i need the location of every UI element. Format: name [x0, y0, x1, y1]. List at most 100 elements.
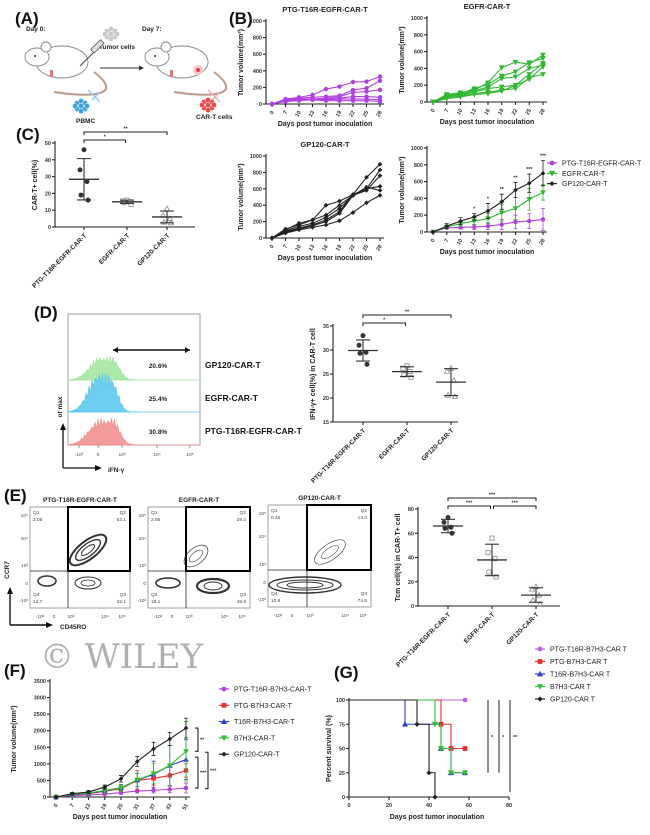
category-label: PTG-T16R-EGFR-CAR-T: [395, 611, 452, 668]
y-tick-label: 600: [414, 180, 423, 186]
x-tick-label: 10⁴: [221, 614, 228, 620]
data-point: [408, 374, 414, 380]
pbmc-icon: [72, 98, 90, 114]
sd-bar: [160, 210, 174, 224]
data-point: [512, 206, 519, 212]
legend-item: B7H3-CAR-T: [219, 735, 276, 742]
chart-1: 0 200 400 600 800 1000 Tumor volume(mm³) 0 7 10 13…: [399, 2, 547, 126]
data-point: [485, 223, 491, 229]
x-tick-label: 10³: [307, 613, 314, 619]
data-point: [364, 79, 369, 84]
data-point: [536, 600, 544, 607]
quadrant-value: 14.0: [358, 515, 368, 521]
legend-marker: [221, 686, 227, 692]
mouse-eye: [34, 55, 36, 57]
mouse-ear: [160, 41, 172, 53]
legend-item: PTG-B7H3-CAR T: [535, 659, 608, 666]
arrowhead-icons: [60, 423, 102, 471]
legend-marker: [221, 751, 227, 757]
car-t-cells-icon: [199, 97, 217, 113]
quadrant-name: Q1: [151, 510, 158, 516]
histogram-x-label: iFN-γ: [108, 467, 125, 474]
arrowhead-icon: [139, 65, 144, 71]
data-point: [364, 184, 369, 190]
x-tick-label: 7: [69, 803, 76, 809]
data-point: [401, 721, 409, 727]
x-tick-label: 16: [321, 110, 329, 118]
y-tick-label: 600: [253, 52, 262, 58]
data-point: [364, 174, 369, 180]
histogram-percent: 20.6%: [149, 363, 168, 370]
legend: PTG-T16R-B7H3-CAR-T PTG-B7H3-CAR-T T16R-B7…: [219, 687, 312, 759]
data-point: [356, 342, 362, 348]
group-0: [433, 514, 463, 536]
tumor-cells-icon: [102, 26, 120, 42]
legend-marker: [549, 181, 555, 187]
cell-icon: [108, 36, 114, 42]
x-tick-label: 0: [171, 614, 174, 620]
data-point: [526, 77, 533, 83]
contour: [37, 575, 57, 587]
data-point: [443, 96, 450, 102]
data-point: [364, 89, 369, 94]
data-point: [498, 210, 505, 216]
data-point: [118, 776, 124, 782]
y-tick-label: 200: [414, 213, 423, 219]
data-point: [166, 215, 174, 222]
x-tick-label: 43: [165, 803, 173, 811]
data-point: [512, 69, 519, 75]
contour: [286, 581, 324, 589]
q2-gate: [67, 506, 131, 572]
y-tick-label: 10³: [21, 563, 28, 569]
y-tick-label: 100: [336, 698, 345, 704]
panel-label-d: (D): [34, 303, 58, 322]
data-point: [166, 763, 173, 769]
legend-label: PTG-T16R-EGFR-CAR-T: [562, 161, 642, 168]
data-point: [540, 190, 546, 196]
data-point: [485, 86, 491, 92]
data-point: [310, 224, 315, 230]
data-point: [150, 771, 157, 777]
x-tick-label: -10³: [274, 613, 283, 619]
y-tick-label: 10³: [259, 562, 266, 568]
category-label: PTG-T16R-EGFR-CAR-T: [310, 427, 367, 484]
x-tick-label: 13: [308, 244, 316, 252]
group-1: [392, 363, 422, 380]
sd-bar: [444, 368, 458, 397]
legend-label: EGFR-CAR-T: [562, 171, 606, 178]
mouse-day0: [24, 41, 108, 96]
chart-4: 0 10 20 30 40 50 CAR-T+ cell(%) PTG-T16R-EGFR-C…: [31, 127, 195, 290]
histogram-axes-arrows: [62, 428, 96, 469]
significance-bracket: [195, 756, 199, 789]
data-point: [350, 192, 356, 198]
x-tick-label: 10⁵: [186, 452, 193, 458]
data-point: [283, 230, 288, 236]
x-tick-label: 16: [483, 238, 491, 246]
contour: [314, 539, 346, 565]
data-point: [492, 556, 498, 562]
data-point: [350, 90, 356, 95]
x-tick-label: 10: [294, 244, 302, 252]
significance-label: **: [513, 175, 518, 181]
data-point: [400, 365, 406, 371]
category-label: EGFR-CAR-T: [98, 232, 132, 266]
data-point: [498, 76, 505, 82]
data-point: [269, 101, 275, 107]
y-axis-label: Tumor volume(mm³): [238, 163, 245, 230]
quadrant-name: Q3: [120, 592, 127, 598]
series-4: [349, 699, 438, 800]
data-point: [323, 98, 329, 103]
data-point: [458, 218, 463, 224]
significance-bracket: [205, 751, 209, 790]
significance-label: *: [491, 735, 494, 741]
data-point: [77, 167, 83, 173]
y-tick-label: 10³: [139, 563, 146, 569]
chart-2: 0 200 400 600 800 1000 Tumor volume(mm³) 0 7 10 13…: [238, 140, 384, 262]
x-tick-label: 10: [456, 108, 464, 116]
x-tick-label: 19: [335, 110, 343, 118]
series-4: [53, 717, 189, 800]
x-tick-label: 19: [497, 238, 505, 246]
y-tick-label: 3000: [34, 696, 46, 702]
data-point: [364, 200, 369, 206]
data-point: [498, 73, 505, 79]
